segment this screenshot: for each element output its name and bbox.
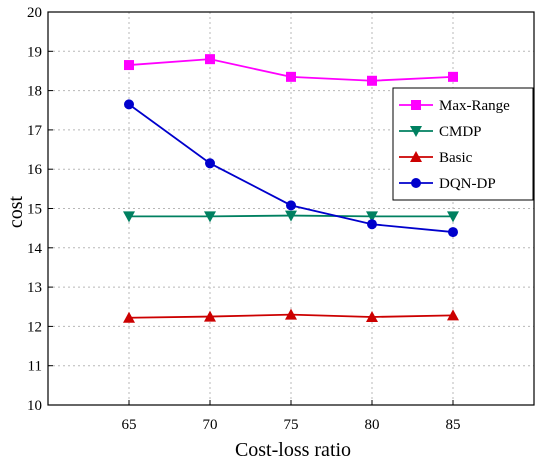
data-point-cmdp xyxy=(123,211,135,223)
x-tick-label: 80 xyxy=(365,417,380,433)
data-point-basic xyxy=(123,311,135,323)
legend-marker-cmdp xyxy=(410,126,422,137)
y-tick-label: 15 xyxy=(27,202,42,218)
y-tick-label: 13 xyxy=(27,280,42,296)
legend: Max-Range CMDP Basic DQN-DP xyxy=(392,87,534,201)
data-point-dqn-dp xyxy=(286,200,296,211)
data-point-dqn-dp xyxy=(205,158,215,169)
x-tick-label: 85 xyxy=(446,417,461,433)
axes: 10 11 12 13 14 15 16 17 18 19 20 65 70 75 80 85 xyxy=(27,5,535,433)
legend-label-dqn-dp: DQN-DP xyxy=(439,176,496,192)
legend-marker-max-range xyxy=(411,100,421,110)
legend-label-max-range: Max-Range xyxy=(439,98,510,114)
x-tick-label: 70 xyxy=(203,417,218,433)
y-tick-label: 16 xyxy=(27,162,43,178)
data-point-basic xyxy=(285,308,297,320)
data-point-cmdp xyxy=(204,211,216,223)
legend-marker-basic xyxy=(410,151,422,162)
x-tick-label: 75 xyxy=(284,417,299,433)
y-tick-label: 17 xyxy=(27,123,43,139)
y-tick-label: 12 xyxy=(27,319,42,335)
data-point-cmdp xyxy=(366,211,378,223)
data-point-basic xyxy=(366,310,378,322)
series-lines xyxy=(123,54,459,323)
y-tick-label: 19 xyxy=(27,44,42,60)
y-tick-label: 10 xyxy=(27,398,42,414)
data-point-max-range xyxy=(124,60,134,71)
y-tick-label: 14 xyxy=(27,241,43,257)
data-point-cmdp xyxy=(285,210,297,222)
data-point-basic xyxy=(447,309,459,321)
legend-label-cmdp: CMDP xyxy=(439,124,482,140)
x-tick-label: 65 xyxy=(122,417,137,433)
data-point-dqn-dp xyxy=(448,227,458,238)
data-point-max-range xyxy=(367,75,377,86)
data-point-basic xyxy=(204,310,216,322)
legend-label-basic: Basic xyxy=(439,150,473,166)
data-point-max-range xyxy=(448,71,458,82)
legend-marker-dqn-dp xyxy=(411,178,421,188)
y-axis-label: cost xyxy=(5,195,27,228)
y-tick-label: 11 xyxy=(28,359,42,375)
data-point-cmdp xyxy=(447,211,459,223)
y-tick-label: 20 xyxy=(27,5,42,21)
x-axis-label: Cost-loss ratio xyxy=(235,439,351,461)
data-point-dqn-dp xyxy=(124,99,134,110)
data-point-max-range xyxy=(286,71,296,82)
data-point-max-range xyxy=(205,54,215,65)
y-tick-label: 18 xyxy=(27,84,42,100)
data-point-dqn-dp xyxy=(367,219,377,230)
